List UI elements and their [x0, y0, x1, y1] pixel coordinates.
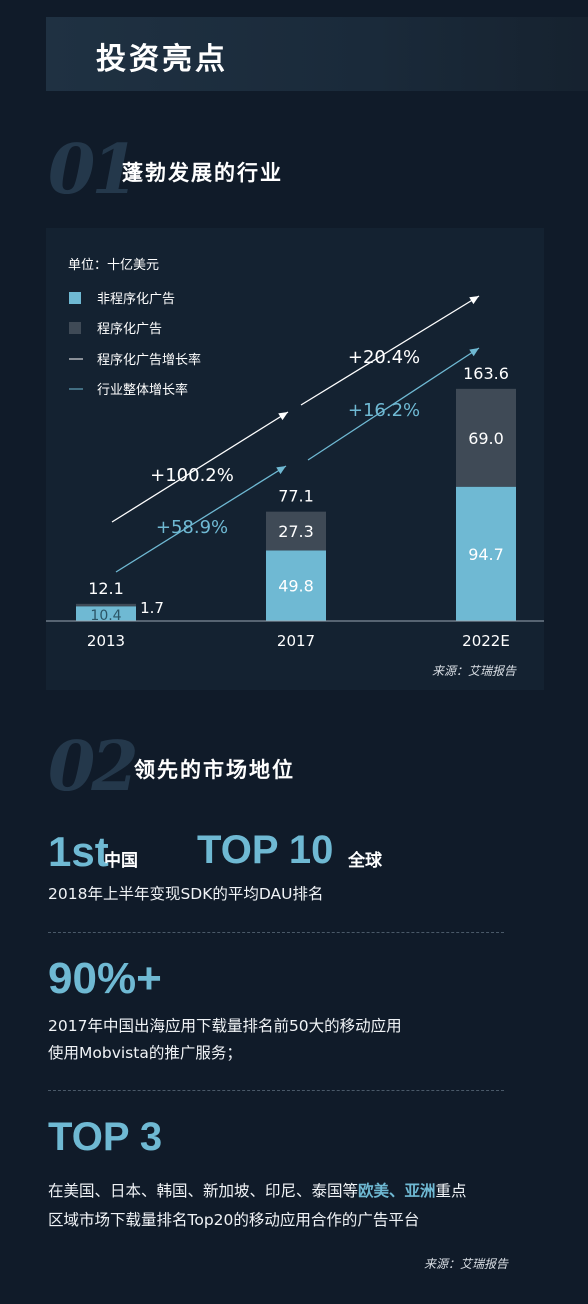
rank-description: 2018年上半年变现SDK的平均DAU排名 — [48, 885, 324, 903]
legend-label-non-programmatic: 非程序化广告 — [97, 292, 175, 307]
data-label-non-programmatic: 10.4 — [90, 608, 121, 624]
rank-china-value: 1st — [48, 828, 109, 875]
top3-description-line1: 在美国、日本、韩国、新加坡、印尼、泰国等欧美、亚洲重点 — [48, 1177, 467, 1205]
legend-label-industry-growth: 行业整体增长率 — [97, 382, 188, 398]
top3-value: TOP 3 — [48, 1115, 163, 1159]
bar-programmatic — [266, 511, 326, 551]
growth-line-programmatic-seg2-head — [469, 296, 479, 305]
x-tick-label: 2013 — [87, 632, 125, 650]
rank-global-suffix: 全球 — [348, 851, 382, 871]
growth-label-programmatic: +20.4% — [348, 347, 420, 368]
section-number-01: 01 — [48, 130, 139, 210]
legend-label-programmatic: 程序化广告 — [97, 322, 162, 337]
legend-label-programmatic-growth: 程序化广告增长率 — [97, 352, 201, 368]
share-value: 90%+ — [48, 954, 162, 1003]
top3-desc-highlight: 欧美、亚洲 — [358, 1182, 436, 1200]
data-label-non-programmatic: 49.8 — [278, 577, 314, 596]
section-number-02: 02 — [48, 727, 139, 807]
growth-label-industry: +16.2% — [348, 400, 420, 421]
growth-line-industry-seg1-head — [276, 466, 286, 475]
bar-non-programmatic — [266, 550, 326, 621]
share-description-line1: 2017年中国出海应用下载量排名前50大的移动应用 — [48, 1017, 402, 1035]
divider — [48, 932, 504, 933]
divider — [48, 1090, 504, 1091]
section-title-market: 领先的市场地位 — [134, 758, 295, 782]
growth-line-industry-seg1 — [115, 465, 287, 573]
x-tick-label: 2022E — [462, 632, 510, 650]
growth-line-industry-seg2 — [307, 347, 480, 461]
source-note: 来源：艾瑞报告 — [424, 1257, 509, 1271]
legend-swatch-programmatic — [69, 322, 81, 334]
top3-desc-part3: 重点 — [435, 1182, 467, 1200]
growth-label-programmatic: +100.2% — [150, 465, 234, 486]
data-label-programmatic: 69.0 — [468, 429, 504, 448]
data-label-programmatic: 1.7 — [140, 599, 164, 617]
bar-programmatic — [456, 388, 516, 487]
share-description-line2: 使用Mobvista的推广服务； — [48, 1044, 242, 1062]
bar-non-programmatic — [76, 606, 136, 621]
chart-source-note: 来源：艾瑞报告 — [432, 664, 517, 678]
data-label-total: 12.1 — [88, 579, 124, 598]
bar-programmatic — [76, 603, 136, 607]
top3-description-line2: 区域市场下载量排名Top20的移动应用合作的广告平台 — [48, 1211, 420, 1229]
header-bar — [46, 17, 588, 91]
section-title-industry: 蓬勃发展的行业 — [122, 161, 283, 185]
legend-swatch-non-programmatic — [69, 292, 81, 304]
bar-non-programmatic — [456, 486, 516, 621]
data-label-programmatic: 27.3 — [278, 522, 314, 541]
data-label-non-programmatic: 94.7 — [468, 545, 504, 564]
rank-global-value: TOP 10 — [197, 828, 334, 872]
chart-panel: 单位：十亿美元非程序化广告 程序化广告程序化广告增长率 行业整体增长率 2013 12.… — [46, 228, 544, 690]
top3-desc-part1: 在美国、日本、韩国、新加坡、印尼、泰国等 — [48, 1182, 359, 1200]
growth-line-programmatic-seg1-head — [278, 412, 288, 421]
unit-label: 单位：十亿美元 — [68, 258, 159, 273]
x-tick-label: 2017 — [277, 632, 315, 650]
growth-label-industry: +58.9% — [156, 517, 228, 538]
data-label-total: 163.6 — [463, 364, 509, 383]
growth-line-programmatic-seg2 — [300, 295, 480, 406]
data-label-total: 77.1 — [278, 487, 314, 506]
page-title: 投资亮点 — [96, 42, 228, 77]
growth-line-programmatic-seg1 — [111, 411, 289, 523]
growth-line-industry-seg2-head — [469, 348, 479, 357]
rank-china-suffix: 中国 — [104, 851, 138, 871]
